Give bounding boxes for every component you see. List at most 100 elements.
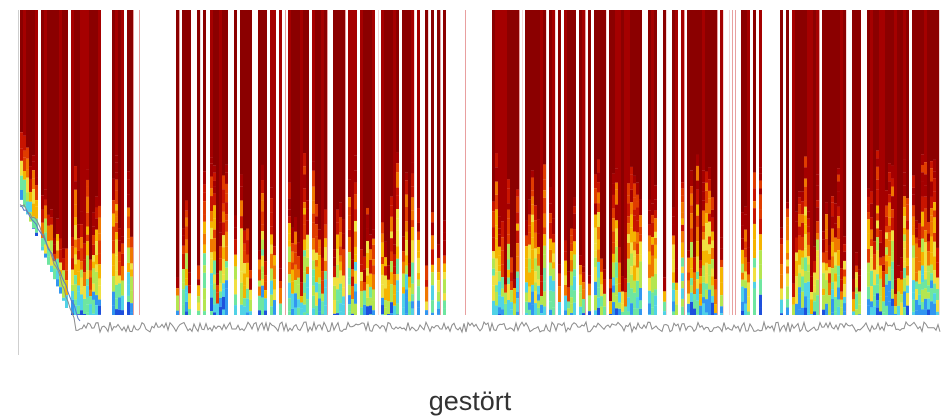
stripe: [210, 10, 213, 158]
stripe-cell: [225, 267, 228, 281]
stripe-cell: [831, 216, 834, 229]
stripe-cell: [612, 231, 615, 243]
stripe-cell: [279, 303, 282, 311]
stripe-cell: [876, 307, 879, 315]
stripe-cell: [687, 272, 690, 281]
stripe: [780, 10, 783, 228]
stripe: [744, 10, 747, 207]
stripe-cell: [927, 251, 930, 266]
stripe-cell: [648, 290, 651, 304]
stripe-cell: [531, 170, 534, 178]
stripe-cell: [86, 179, 89, 187]
stripe-cell: [570, 228, 573, 236]
stripe-cell: [582, 313, 585, 315]
stripe-cell: [549, 309, 552, 315]
stripe-cell: [288, 246, 291, 263]
stripe-cell: [89, 270, 92, 278]
stripe-cell: [927, 298, 930, 310]
stripe-cell: [197, 265, 200, 280]
stripe-cell: [65, 264, 68, 271]
stripe-cell: [531, 249, 534, 260]
stripe-cell: [780, 288, 783, 300]
stripe-cell: [843, 276, 846, 285]
stripe-cell: [528, 309, 531, 315]
stripe-cell: [597, 212, 600, 227]
stripe: [507, 10, 510, 180]
stripe-cell: [891, 280, 894, 290]
stripe-cell: [810, 292, 813, 300]
stripe-cell: [759, 264, 762, 280]
stripe-cell: [630, 202, 633, 215]
stripe-cell: [690, 205, 693, 214]
stripe-cell: [873, 285, 876, 296]
stripe-cell: [507, 188, 510, 204]
stripe: [834, 10, 837, 204]
stripe-cell: [744, 248, 747, 258]
stripe-cell: [636, 267, 639, 281]
stripe-cell: [258, 310, 261, 315]
stripe-cell: [516, 212, 519, 224]
stripe-cell: [437, 280, 440, 292]
stripe-cell: [813, 272, 816, 286]
stripe-cell: [297, 269, 300, 278]
stripe-cell: [324, 287, 327, 299]
stripe-cell: [203, 192, 206, 202]
stripe-cell: [32, 203, 35, 217]
stripe-cell: [324, 279, 327, 288]
stripe-cell: [501, 296, 504, 310]
stripe-cell: [822, 239, 825, 253]
stripe-cell: [915, 243, 918, 258]
stripe-cell: [834, 223, 837, 238]
stripe-cell: [543, 179, 546, 191]
stripe-cell: [720, 295, 723, 307]
stripe-cell: [888, 225, 891, 233]
stripe-cell: [696, 300, 699, 315]
stripe: [50, 10, 53, 210]
stripe-cell: [306, 220, 309, 235]
stripe-cell: [885, 190, 888, 206]
stripe-cell: [603, 279, 606, 294]
stripe-cell: [867, 204, 870, 213]
stripe-cell: [705, 273, 708, 284]
stripe-cell: [213, 165, 216, 173]
stripe-cell: [801, 191, 804, 202]
stripe-cell: [906, 293, 909, 306]
stripe-cell: [130, 276, 133, 291]
stripe-cell: [185, 292, 188, 302]
stripe-cell: [741, 263, 744, 273]
stripe-cell: [831, 282, 834, 290]
stripe-cell: [852, 311, 855, 315]
stripe: [372, 10, 375, 230]
stripe-cell: [396, 187, 399, 196]
stripe-cell: [234, 239, 237, 255]
stripe-cell: [903, 278, 906, 292]
stripe: [921, 10, 924, 155]
stripe-cell: [813, 292, 816, 302]
stripe-cell: [915, 228, 918, 238]
stripe-cell: [431, 212, 434, 223]
stripe-cell: [288, 182, 291, 199]
stripe-cell: [213, 238, 216, 252]
stripe-cell: [417, 286, 420, 301]
stripe-cell: [437, 301, 440, 309]
stripe-cell: [50, 209, 53, 218]
stripe-cell: [816, 200, 819, 208]
stripe-cell: [381, 264, 384, 275]
stripe-cell: [495, 194, 498, 210]
stripe-cell: [573, 269, 576, 277]
stripe-cell: [501, 221, 504, 238]
stripe-cell: [888, 172, 891, 182]
stripe-cell: [188, 309, 191, 315]
stripe: [885, 10, 888, 191]
stripe-cell: [615, 277, 618, 285]
stripe-cell: [98, 205, 101, 218]
stripe-cell: [609, 279, 612, 289]
stripe-cell: [894, 314, 897, 315]
stripe-cell: [747, 247, 750, 263]
stripe-cell: [534, 303, 537, 315]
stripe-cell: [336, 313, 339, 315]
stripe-cell: [203, 288, 206, 300]
stripe-cell: [121, 280, 124, 296]
stripe-cell: [387, 301, 390, 315]
stripe-cell: [597, 297, 600, 308]
